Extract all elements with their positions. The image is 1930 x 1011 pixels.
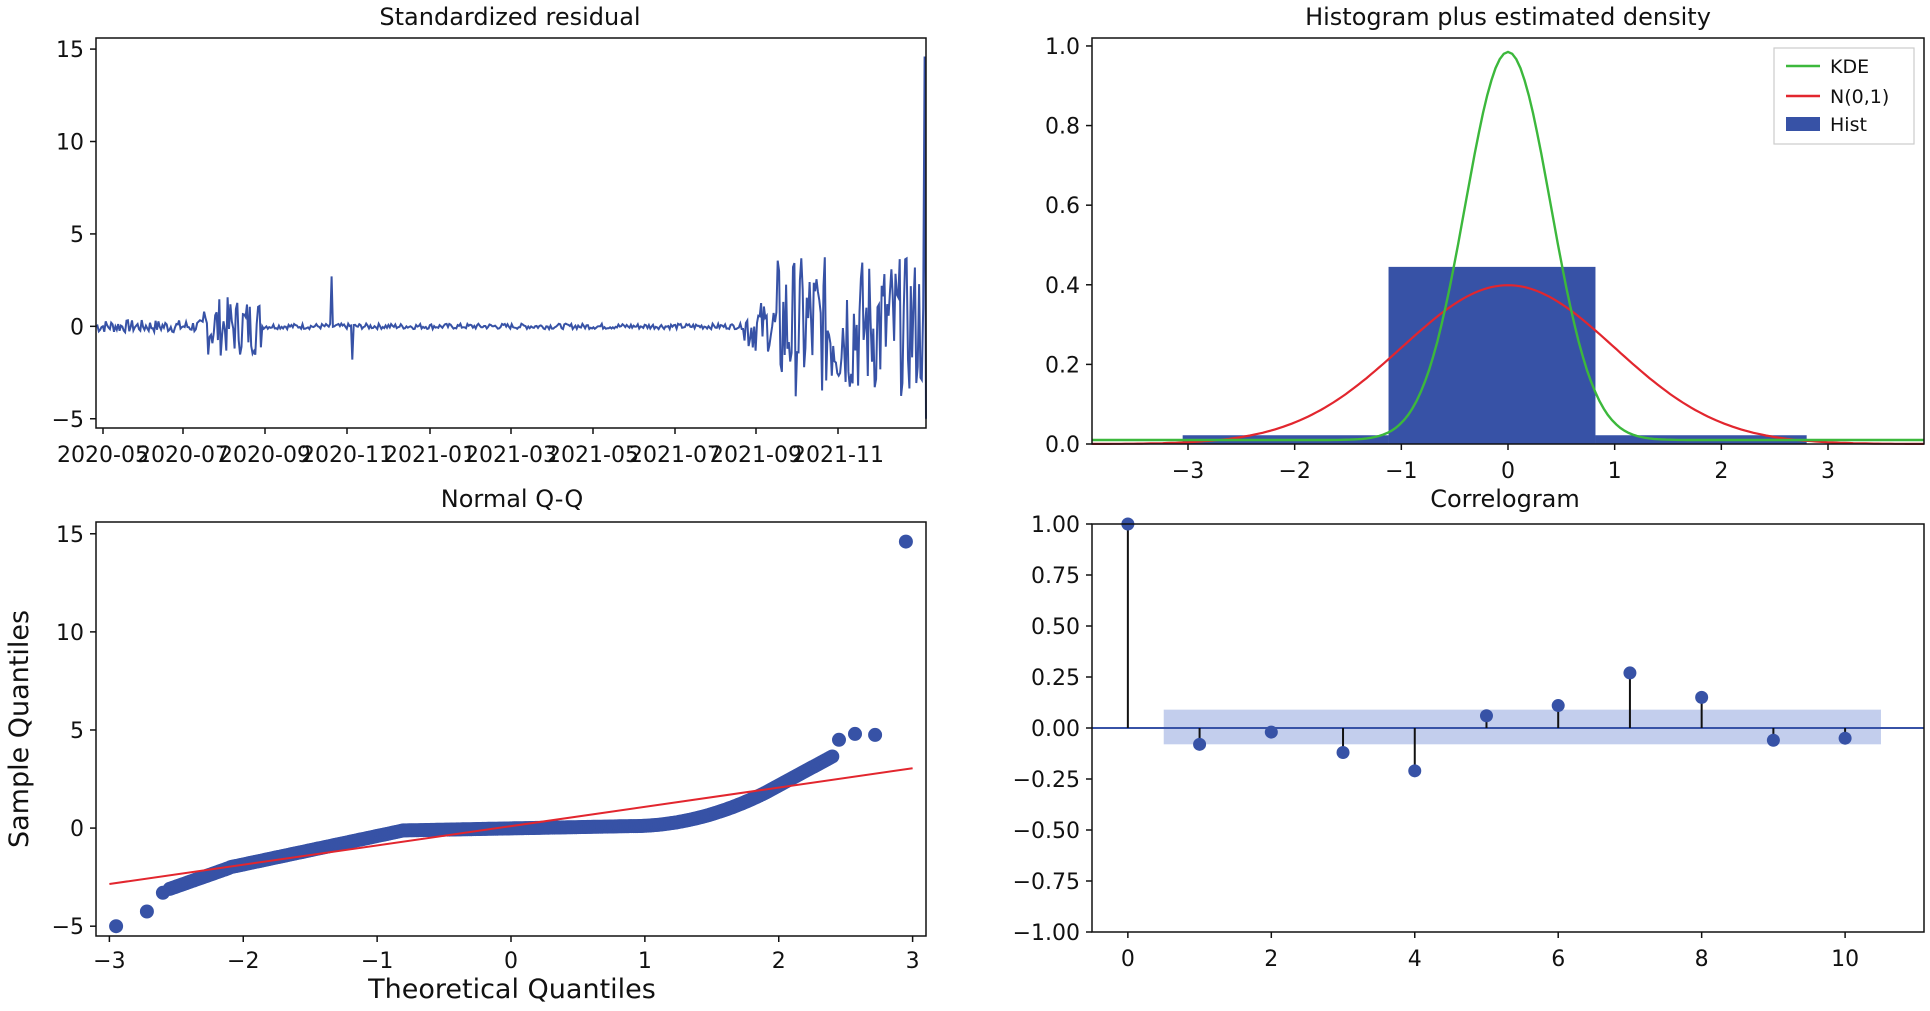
hist-xtick-label: 0 xyxy=(1501,459,1515,484)
acf-ytick-label: 0.50 xyxy=(1031,615,1080,640)
qq-point xyxy=(848,726,862,741)
residual-ytick-label: −5 xyxy=(52,408,84,433)
qq-point xyxy=(868,727,883,742)
acf-marker xyxy=(1551,699,1565,713)
residual-plot-frame xyxy=(95,37,927,429)
kde-curve xyxy=(1092,50,1924,442)
acf-xtick-label: 0 xyxy=(1121,947,1135,972)
qq-panel: Normal Q-Q −3 −2 −1 0 1 2 3 −5 0 5 10 15 Theoretica… xyxy=(4,485,927,1005)
hist-xtick-label: 1 xyxy=(1608,459,1622,484)
hist-xtick-label: −1 xyxy=(1385,459,1417,484)
qq-xtick-label: 2 xyxy=(772,949,786,974)
qq-ytick-label: −5 xyxy=(52,915,84,940)
hist-xtick-label: 2 xyxy=(1714,459,1728,484)
acf-ytick-label: 1.00 xyxy=(1031,513,1080,538)
qq-ytick-label: 10 xyxy=(56,621,84,646)
legend-normal-label: N(0,1) xyxy=(1830,86,1889,108)
legend-hist-swatch xyxy=(1786,117,1820,131)
correlogram-panel: Correlogram 0 2 4 6 8 10 1.00 0.75 0.50 0.25 0.00 −… xyxy=(1013,485,1925,972)
residual-xtick-label: 2020-07 xyxy=(137,443,229,468)
residual-ytick-label: 0 xyxy=(70,315,84,340)
acf-ytick-label: −0.25 xyxy=(1013,768,1080,793)
qq-ytick-label: 15 xyxy=(56,523,84,548)
residual-line xyxy=(95,56,927,419)
qq-plot-frame xyxy=(95,521,927,937)
qq-ylabel: Sample Quantiles xyxy=(4,610,35,848)
histogram-panel: Histogram plus estimated density −3 −2 −1 0… xyxy=(1045,3,1925,484)
histogram-title: Histogram plus estimated density xyxy=(1305,3,1711,31)
confidence-band xyxy=(1163,709,1881,745)
acf-marker xyxy=(1838,731,1852,745)
residual-ytick-label: 5 xyxy=(70,223,84,248)
qq-point xyxy=(825,749,840,764)
legend-kde-label: KDE xyxy=(1830,56,1869,78)
standardized-residual-panel: Standardized residual −50510152020-05202… xyxy=(52,3,927,468)
acf-xtick-label: 6 xyxy=(1551,947,1565,972)
hist-xtick-label: −3 xyxy=(1172,459,1204,484)
qq-xtick-label: 3 xyxy=(906,949,920,974)
qq-point xyxy=(109,919,124,934)
acf-ytick-label: −1.00 xyxy=(1013,921,1080,946)
qq-xtick-label: 0 xyxy=(504,949,518,974)
hist-ytick-label: 0.2 xyxy=(1045,353,1080,378)
hist-ytick-label: 0.8 xyxy=(1045,115,1080,140)
residual-xtick-label: 2020-11 xyxy=(301,443,393,468)
acf-ytick-label: −0.75 xyxy=(1013,870,1080,895)
residual-xtick-label: 2020-05 xyxy=(57,443,149,468)
qq-xtick-label: −2 xyxy=(227,949,259,974)
acf-marker xyxy=(1193,737,1207,751)
qq-title: Normal Q-Q xyxy=(441,485,583,513)
acf-marker xyxy=(1336,745,1350,759)
correlogram-title: Correlogram xyxy=(1430,485,1580,513)
residual-xtick-label: 2021-03 xyxy=(465,443,557,468)
hist-xtick-label: −2 xyxy=(1278,459,1310,484)
qq-xtick-label: 1 xyxy=(638,949,652,974)
residual-ytick-label: 15 xyxy=(56,38,84,63)
residual-xtick-label: 2021-07 xyxy=(629,443,721,468)
acf-marker xyxy=(1695,690,1709,704)
acf-xtick-label: 8 xyxy=(1695,947,1709,972)
acf-marker xyxy=(1479,709,1493,723)
acf-xtick-label: 10 xyxy=(1831,947,1859,972)
residual-xtick-label: 2021-09 xyxy=(710,443,802,468)
acf-marker xyxy=(1264,725,1278,739)
hist-ytick-label: 0.4 xyxy=(1045,274,1080,299)
residual-xtick-label: 2021-11 xyxy=(792,443,884,468)
qq-point xyxy=(898,534,913,549)
qq-xtick-label: −3 xyxy=(93,949,125,974)
hist-ytick-label: 1.0 xyxy=(1045,35,1080,60)
qq-point xyxy=(139,904,154,919)
qq-point xyxy=(155,885,170,900)
acf-marker xyxy=(1623,666,1637,680)
acf-marker xyxy=(1766,733,1780,747)
acf-ytick-label: −0.50 xyxy=(1013,819,1080,844)
hist-ytick-label: 0.6 xyxy=(1045,194,1080,219)
histogram-plot-frame xyxy=(1091,37,1925,445)
qq-xtick-label: −1 xyxy=(361,949,393,974)
residual-ytick-label: 10 xyxy=(56,131,84,156)
qq-ytick-label: 0 xyxy=(70,817,84,842)
normal-density-curve xyxy=(1092,284,1924,445)
hist-xtick-label: 3 xyxy=(1821,459,1835,484)
hist-ytick-label: 0.0 xyxy=(1045,433,1080,458)
acf-xtick-label: 4 xyxy=(1408,947,1422,972)
residual-title: Standardized residual xyxy=(379,3,640,31)
residual-xtick-label: 2021-01 xyxy=(384,443,476,468)
legend-hist-label: Hist xyxy=(1830,114,1867,136)
acf-ytick-label: 0.25 xyxy=(1031,666,1080,691)
qq-xlabel: Theoretical Quantiles xyxy=(367,974,656,1005)
correlogram-plot-frame xyxy=(1091,523,1925,933)
acf-marker xyxy=(1408,764,1422,778)
residual-xtick-label: 2020-09 xyxy=(219,443,311,468)
acf-ytick-label: 0.75 xyxy=(1031,564,1080,589)
residual-xtick-label: 2021-05 xyxy=(547,443,639,468)
hist-bar xyxy=(1388,266,1596,444)
acf-ytick-label: 0.00 xyxy=(1031,717,1080,742)
qq-ytick-label: 5 xyxy=(70,719,84,744)
qq-point xyxy=(832,732,846,747)
legend: KDE N(0,1) Hist xyxy=(1773,47,1915,145)
acf-xtick-label: 2 xyxy=(1264,947,1278,972)
qq-reference-line xyxy=(109,767,913,885)
